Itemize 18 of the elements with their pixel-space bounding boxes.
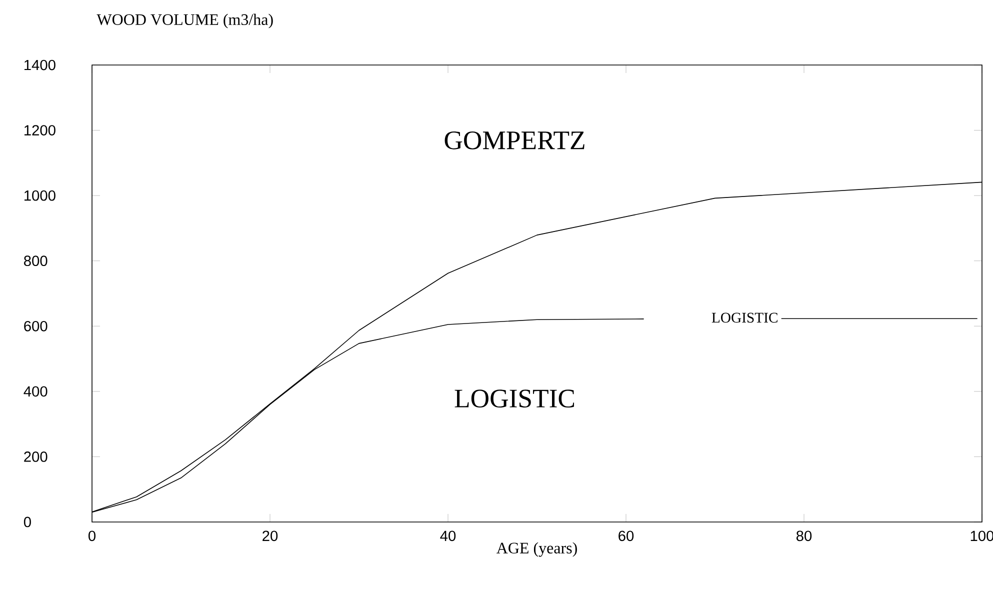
- y-tick-label: 200: [24, 452, 48, 462]
- y-tick-label: 1200: [24, 125, 56, 136]
- x-axis-title: AGE (years): [496, 542, 577, 557]
- annotation: LOGISTIC: [454, 390, 574, 408]
- x-tick-label: 20: [262, 530, 278, 542]
- x-tick-label: 0: [88, 530, 96, 542]
- y-axis-title: WOOD VOLUME (m3/ha): [96, 14, 273, 28]
- x-tick-label: 60: [618, 530, 634, 542]
- y-tick-label: 600: [24, 320, 48, 332]
- y-tick-label: 400: [24, 386, 48, 397]
- x-tick-label: 80: [796, 530, 812, 542]
- annotation: GOMPERTZ: [444, 131, 584, 150]
- y-tick-label: 1400: [24, 60, 56, 70]
- y-tick-label: 0: [24, 516, 31, 528]
- y-tick-label: 800: [24, 256, 48, 266]
- y-tick-label: 1000: [24, 190, 56, 201]
- x-tick-label: 40: [440, 530, 456, 542]
- text: LOGISTIC: [712, 312, 778, 323]
